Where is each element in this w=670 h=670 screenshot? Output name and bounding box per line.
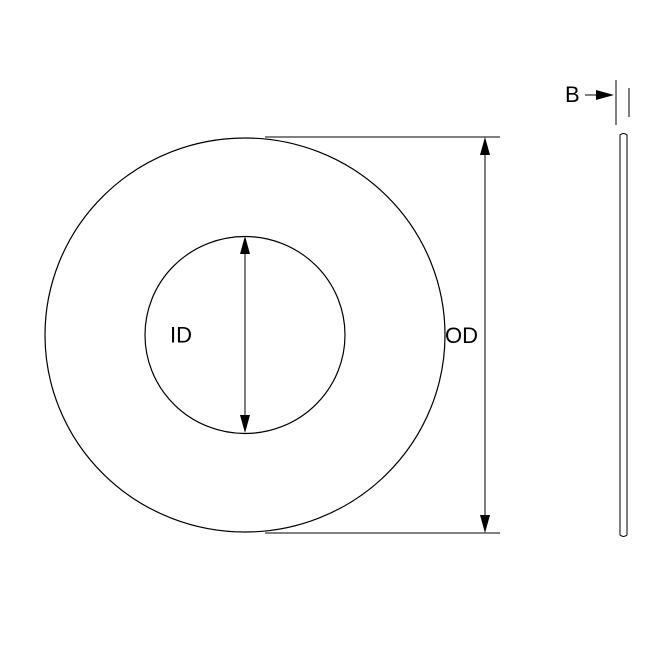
- od-label: OD: [445, 323, 478, 348]
- id-label: ID: [170, 323, 192, 348]
- b-label: B: [565, 82, 580, 107]
